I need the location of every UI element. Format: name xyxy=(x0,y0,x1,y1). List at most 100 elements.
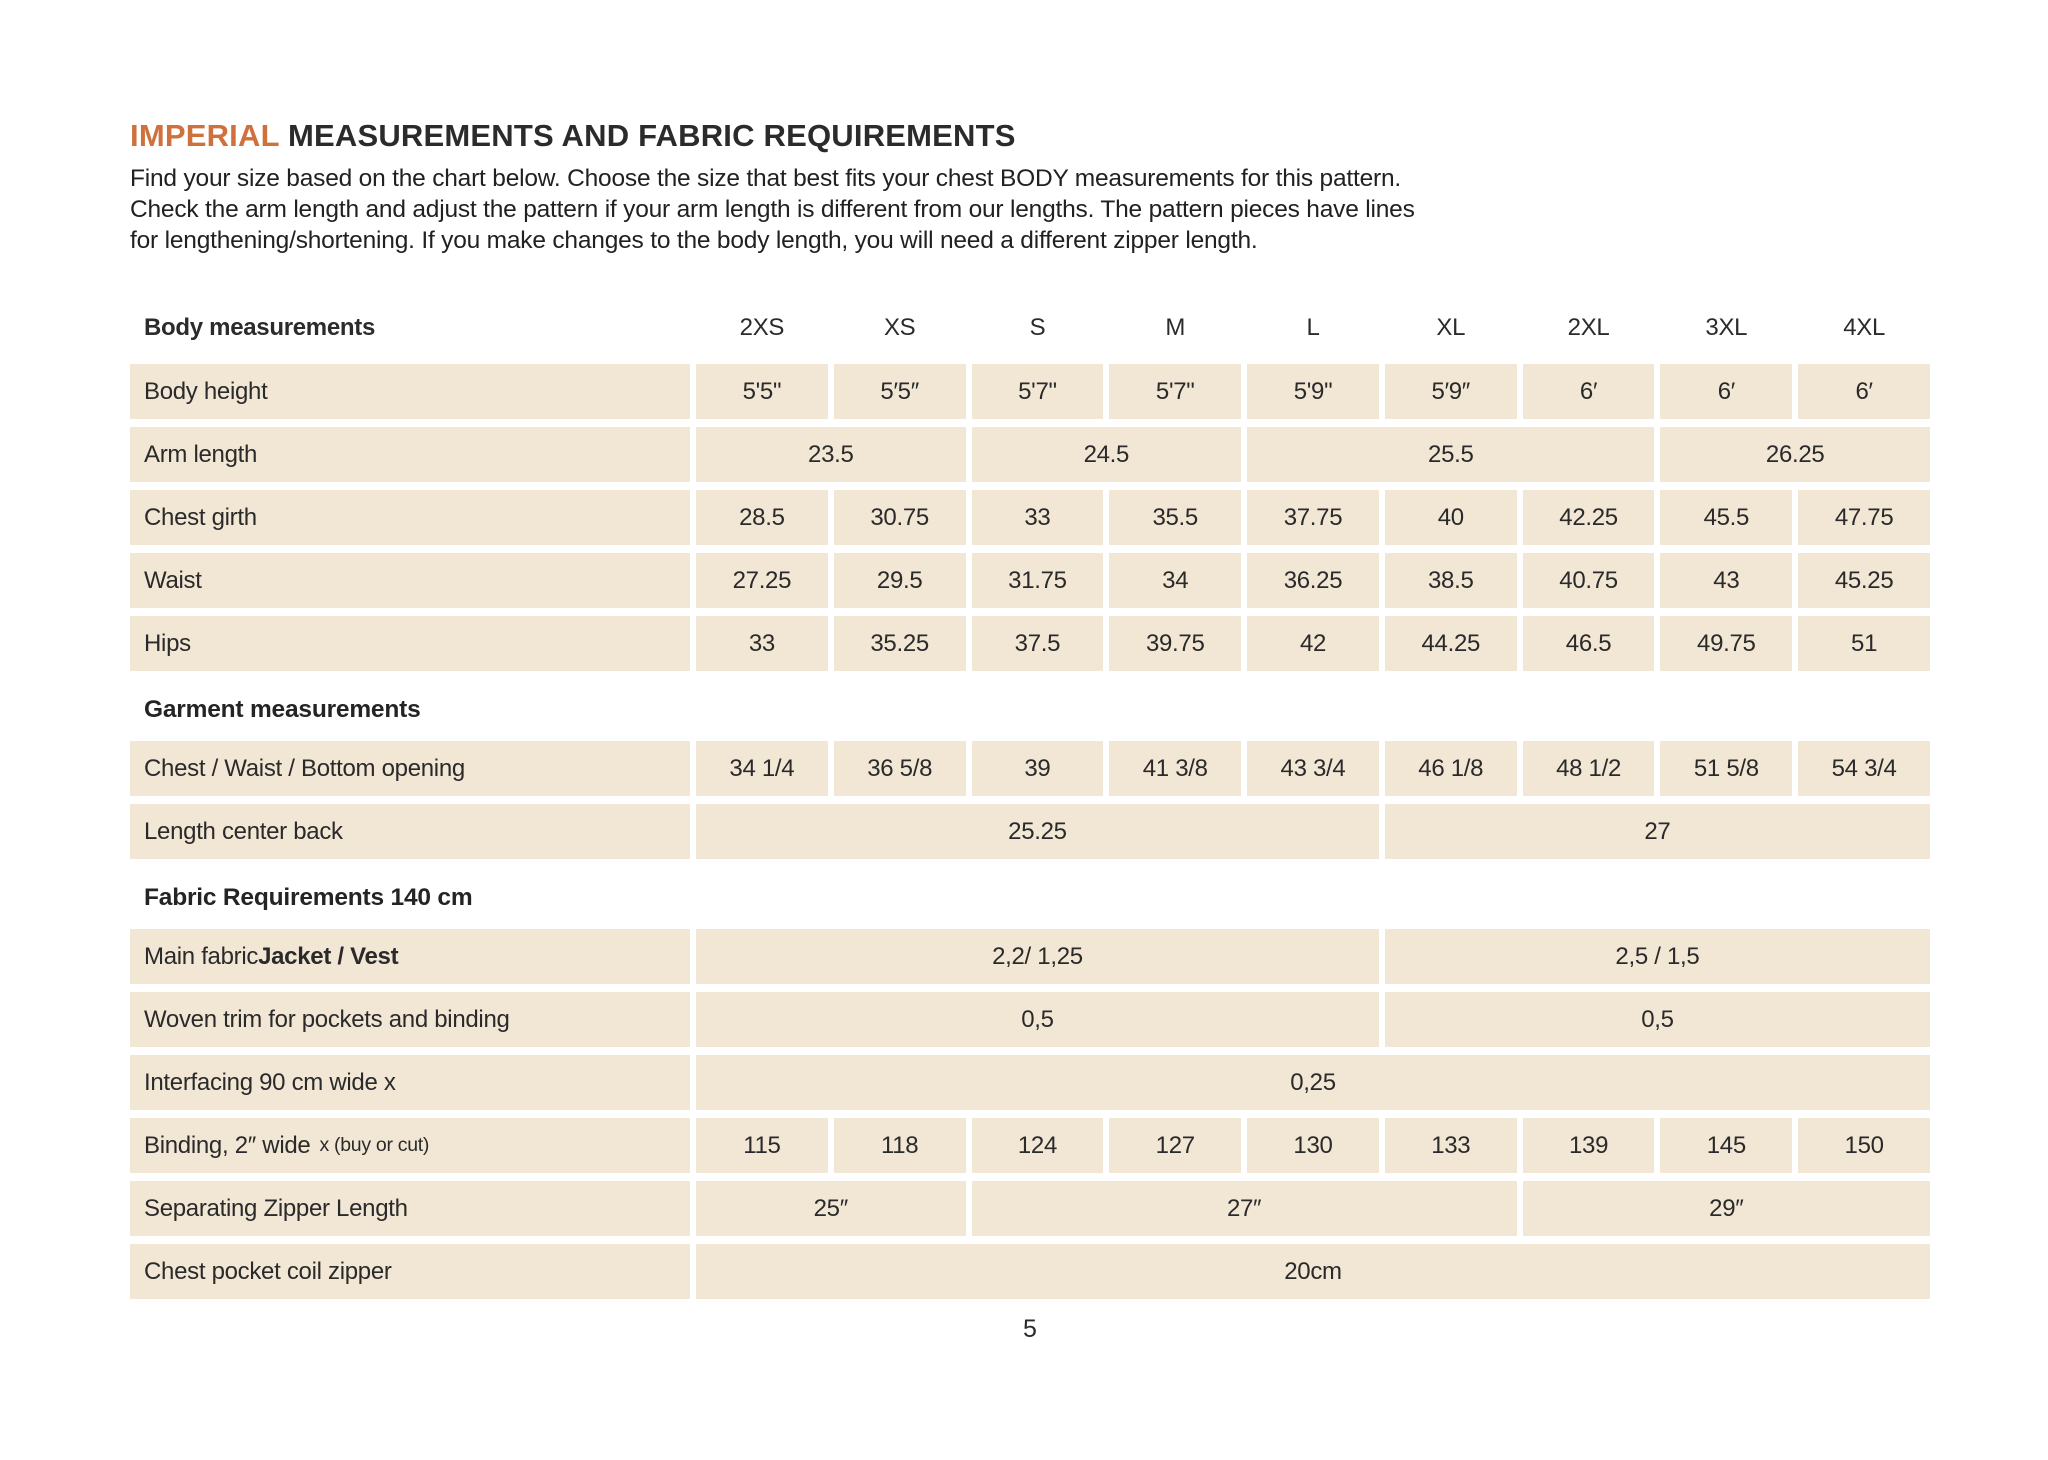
value-cell: 5'7" xyxy=(1109,364,1242,419)
value-cell: 46 1/8 xyxy=(1384,741,1517,796)
table-row: Chest / Waist / Bottom opening 34 1/4 36 5… xyxy=(130,741,1930,796)
row-label: Waist xyxy=(130,553,690,608)
value-cell: 40.75 xyxy=(1522,553,1655,608)
page-content: IMPERIAL MEASUREMENTS AND FABRIC REQUIRE… xyxy=(130,118,1930,1344)
value-cell: 127 xyxy=(1109,1118,1242,1173)
value-cell: 33 xyxy=(971,490,1104,545)
row-label: Arm length xyxy=(130,427,690,482)
value-cell: 42.25 xyxy=(1522,490,1655,545)
value-cell: 40 xyxy=(1384,490,1517,545)
value-cell: 6′ xyxy=(1798,364,1930,419)
intro-paragraph: Find your size based on the chart below.… xyxy=(130,163,1930,256)
intro-line: for lengthening/shortening. If you make … xyxy=(130,227,1258,254)
value-cell: 27″ xyxy=(971,1181,1517,1236)
table-row: Length center back 25.25 27 xyxy=(130,804,1930,859)
value-cell: 6′ xyxy=(1660,364,1793,419)
value-cell: 5'7" xyxy=(971,364,1104,419)
value-cell: 0,5 xyxy=(696,992,1379,1047)
size-header-row: Body measurements 2XS XS S M L XL 2XL 3XL 4XL xyxy=(130,304,1930,352)
value-cell: 44.25 xyxy=(1384,616,1517,671)
page-title: IMPERIAL MEASUREMENTS AND FABRIC REQUIRE… xyxy=(130,118,1930,154)
value-cell: 39 xyxy=(971,741,1104,796)
table-row: Hips 33 35.25 37.5 39.75 42 44.25 46.5 49.75 51 xyxy=(130,616,1930,671)
value-cell: 41 3/8 xyxy=(1109,741,1242,796)
row-label: Main fabric Jacket / Vest xyxy=(130,929,690,984)
value-cell: 51 5/8 xyxy=(1660,741,1793,796)
column-header-3xl: 3XL xyxy=(1705,314,1748,341)
value-cell: 5′9″ xyxy=(1384,364,1517,419)
value-cell: 0,25 xyxy=(696,1055,1930,1110)
value-cell: 5'5" xyxy=(696,364,828,419)
value-cell: 25.5 xyxy=(1247,427,1655,482)
intro-line: Check the arm length and adjust the patt… xyxy=(130,196,1415,223)
value-cell: 28.5 xyxy=(696,490,828,545)
table-row: Binding, 2″ wide x (buy or cut) 115 118 124 1… xyxy=(130,1118,1930,1173)
row-label: Separating Zipper Length xyxy=(130,1181,690,1236)
row-label-text: Body height xyxy=(144,377,268,405)
value-cell: 2,5 / 1,5 xyxy=(1384,929,1930,984)
value-cell: 36 5/8 xyxy=(833,741,966,796)
value-cell: 29″ xyxy=(1522,1181,1930,1236)
row-label-text: Woven trim for pockets and binding xyxy=(144,1005,510,1033)
value-cell: 5'9" xyxy=(1247,364,1379,419)
row-label: Binding, 2″ wide x (buy or cut) xyxy=(130,1118,690,1173)
row-label: Chest girth xyxy=(130,490,690,545)
column-header-m: M xyxy=(1165,314,1186,341)
row-label-text: Main fabric xyxy=(144,942,259,970)
value-cell: 27.25 xyxy=(696,553,828,608)
row-label-text: Arm length xyxy=(144,440,258,468)
row-label: Chest pocket coil zipper xyxy=(130,1244,690,1299)
value-cell: 37.75 xyxy=(1247,490,1379,545)
measurement-table: Body height 5'5" 5′5″ 5'7" 5'7" 5'9" 5′9″ 6′ 6′ 6… xyxy=(130,364,1930,1299)
value-cell: 0,5 xyxy=(1384,992,1930,1047)
row-label-bold-text: Jacket / Vest xyxy=(258,942,399,970)
value-cell: 115 xyxy=(696,1118,828,1173)
value-cell: 35.5 xyxy=(1109,490,1242,545)
page-title-rest: MEASUREMENTS AND FABRIC REQUIREMENTS xyxy=(279,118,1016,153)
value-cell: 47.75 xyxy=(1798,490,1930,545)
value-cell: 45.25 xyxy=(1798,553,1930,608)
row-label-text: Hips xyxy=(144,629,191,657)
value-cell: 6′ xyxy=(1522,364,1655,419)
column-header-xs: XS xyxy=(883,314,916,341)
body-measurements-header: Body measurements xyxy=(144,314,375,341)
row-label: Woven trim for pockets and binding xyxy=(130,992,690,1047)
value-cell: 27 xyxy=(1384,804,1930,859)
value-cell: 2,2/ 1,25 xyxy=(696,929,1379,984)
value-cell: 42 xyxy=(1247,616,1379,671)
value-cell: 30.75 xyxy=(833,490,966,545)
row-label-text: Binding, 2″ wide xyxy=(144,1131,311,1159)
row-label-text: Waist xyxy=(144,566,202,594)
row-label: Body height xyxy=(130,364,690,419)
value-cell: 38.5 xyxy=(1384,553,1517,608)
row-label: Hips xyxy=(130,616,690,671)
table-row: Separating Zipper Length 25″ 27″ 29″ xyxy=(130,1181,1930,1236)
value-cell: 34 1/4 xyxy=(696,741,828,796)
section-header: Garment measurements xyxy=(144,696,421,723)
value-cell: 49.75 xyxy=(1660,616,1793,671)
column-header-4xl: 4XL xyxy=(1843,314,1885,341)
table-row: Arm length 23.5 24.5 25.5 26.25 xyxy=(130,427,1930,482)
value-cell: 150 xyxy=(1798,1118,1930,1173)
row-label-text: Interfacing 90 cm wide x xyxy=(144,1068,396,1096)
value-cell: 25″ xyxy=(696,1181,966,1236)
value-cell: 31.75 xyxy=(971,553,1104,608)
value-cell: 133 xyxy=(1384,1118,1517,1173)
table-row: Interfacing 90 cm wide x 0,25 xyxy=(130,1055,1930,1110)
table-row: Main fabric Jacket / Vest 2,2/ 1,25 2,5 / … xyxy=(130,929,1930,984)
row-label: Length center back xyxy=(130,804,690,859)
value-cell: 26.25 xyxy=(1660,427,1930,482)
table-row: Woven trim for pockets and binding 0,5 0,5 xyxy=(130,992,1930,1047)
value-cell: 45.5 xyxy=(1660,490,1793,545)
value-cell: 43 3/4 xyxy=(1247,741,1379,796)
row-label-text: Separating Zipper Length xyxy=(144,1194,408,1222)
value-cell: 43 xyxy=(1660,553,1793,608)
value-cell: 23.5 xyxy=(696,427,966,482)
value-cell: 118 xyxy=(833,1118,966,1173)
column-header-2xl: 2XL xyxy=(1567,314,1610,341)
section-header: Fabric Requirements 140 cm xyxy=(144,884,473,911)
column-header-xl: XL xyxy=(1436,314,1466,341)
row-label-text: Chest / Waist / Bottom opening xyxy=(144,754,465,782)
value-cell: 46.5 xyxy=(1522,616,1655,671)
